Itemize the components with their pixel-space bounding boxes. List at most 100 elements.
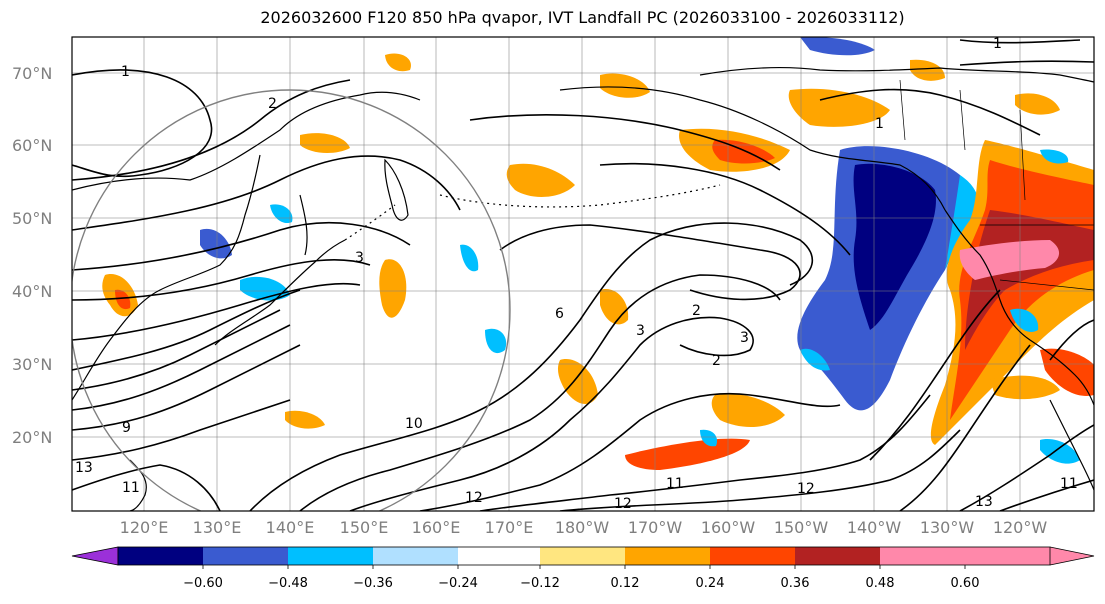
subtropical-positive-6 [1040,348,1094,396]
colorbar-tick-label: 0.48 [866,576,895,591]
latitude-label: 60°N [12,136,52,155]
canada-borders [899,79,1094,291]
landfall-region-circle [72,89,511,511]
dateline-negative [460,244,479,272]
contour-line [479,394,931,511]
contour-label: 3 [740,330,749,346]
hawaii-negative [700,429,718,447]
contour-line [72,289,301,371]
contour-label: 11 [1060,476,1078,492]
longitude-label: 160°W [701,518,756,537]
contour-line [72,324,291,411]
contour-line [72,259,371,301]
subtropical-positive-1 [557,359,598,405]
contour-label: 11 [122,480,140,496]
contour-line [72,399,291,461]
colorbar-segment [118,547,203,565]
north-america-coast [944,209,1094,406]
longitude-label: 170°W [628,518,683,537]
colorbar-tick-labels: −0.60 −0.48 −0.36 −0.24 −0.12 0.12 0.24 … [183,576,979,591]
colorbar-segment [795,547,880,565]
contour-line [469,114,781,171]
contour-line [899,344,1031,511]
longitude-axis: 120°E 130°E 140°E 150°E 160°E 170°E 180°… [120,518,1048,537]
colorbar-outline [117,546,1051,566]
contour-line [349,316,754,511]
colorbar-tick-label: 0.60 [951,576,980,591]
colorbar-segment [540,547,625,565]
mexico-negative [1040,439,1080,464]
contour-line [959,60,1094,66]
contour-label: 12 [614,496,632,512]
contour-line [959,39,1081,44]
alaska-coast [559,86,946,211]
contour-label: 13 [975,494,993,510]
contour-line [72,79,351,181]
arctic-positive-4 [600,73,650,98]
longitude-label: 130°W [920,518,975,537]
contour-label: 12 [797,481,815,497]
latitude-axis: 70°N 60°N 50°N 40°N 30°N 20°N [12,64,52,447]
colorbar-segment [373,547,458,565]
colorbar-segment [710,547,795,565]
contour-line [499,224,801,301]
contour-line [819,88,1041,136]
longitude-label: 120°W [993,518,1048,537]
contour-label: 13 [75,460,93,476]
contour-label: 2 [692,303,701,319]
map-canvas: 1 2 3 6 9 10 11 12 13 1 2 3 2 3 12 11 12… [72,37,1094,512]
contour-label: 11 [666,476,684,492]
kamchatka-coast [384,158,409,221]
contour-label: 12 [465,490,483,506]
contour-label: 9 [122,420,131,436]
colorbar-tick-label: −0.36 [353,576,393,591]
latitude-label: 20°N [12,428,52,447]
contour-line [72,309,281,391]
negative-anomaly-south [800,348,830,371]
kuril-chain [344,204,396,241]
contour-label-group: 1 2 3 6 9 10 11 12 13 1 2 3 2 3 12 11 12… [75,37,1078,512]
contour-line [72,155,461,231]
longitude-label: 150°W [774,518,829,537]
positive-anomaly-peak [959,240,1060,280]
colorbar-tick-label: −0.48 [268,576,308,591]
colorbar-segment [288,547,373,565]
ivt-contours [72,39,1094,511]
asia-coast [72,91,421,401]
longitude-label: 120°E [120,518,169,537]
longitude-label: 150°E [340,518,389,537]
japan-coast [214,239,346,346]
map-title: 2026032600 F120 850 hPa qvapor, IVT Land… [260,8,905,27]
colorbar-segment [458,547,540,565]
colorbar-tick-label: −0.24 [438,576,478,591]
latitude-label: 40°N [12,282,52,301]
latitude-label: 50°N [12,209,52,228]
longitude-label: 140°W [847,518,902,537]
subtropical-positive-2 [711,393,785,427]
colorbar-right-extension [880,547,1094,565]
colorbar-left-extension [71,546,119,566]
latitude-label: 30°N [12,355,52,374]
north-negative-2 [1040,149,1069,164]
contour-line [1049,319,1094,361]
contour-line [72,344,301,431]
colorbar-tick-label: 0.24 [696,576,725,591]
contour-label: 6 [555,306,564,322]
arctic-positive-8 [385,53,411,72]
colorbar-tick-label: 0.36 [781,576,810,591]
arctic-positive-3 [506,163,575,197]
contour-line [419,392,841,511]
contour-line [299,274,781,511]
longitude-label: 180°W [555,518,610,537]
contour-line [869,289,1001,461]
colorbar-right-outline [1049,546,1095,566]
colorbar-segment [203,547,288,565]
subtropical-positive-3 [625,438,750,470]
latitude-label: 70°N [12,64,52,83]
colorbar-tick-label: −0.12 [520,576,560,591]
contour-label: 3 [355,250,364,266]
contour-label: 2 [268,96,277,112]
colorbar-segment [625,547,710,565]
west-pacific-negative [485,328,507,354]
